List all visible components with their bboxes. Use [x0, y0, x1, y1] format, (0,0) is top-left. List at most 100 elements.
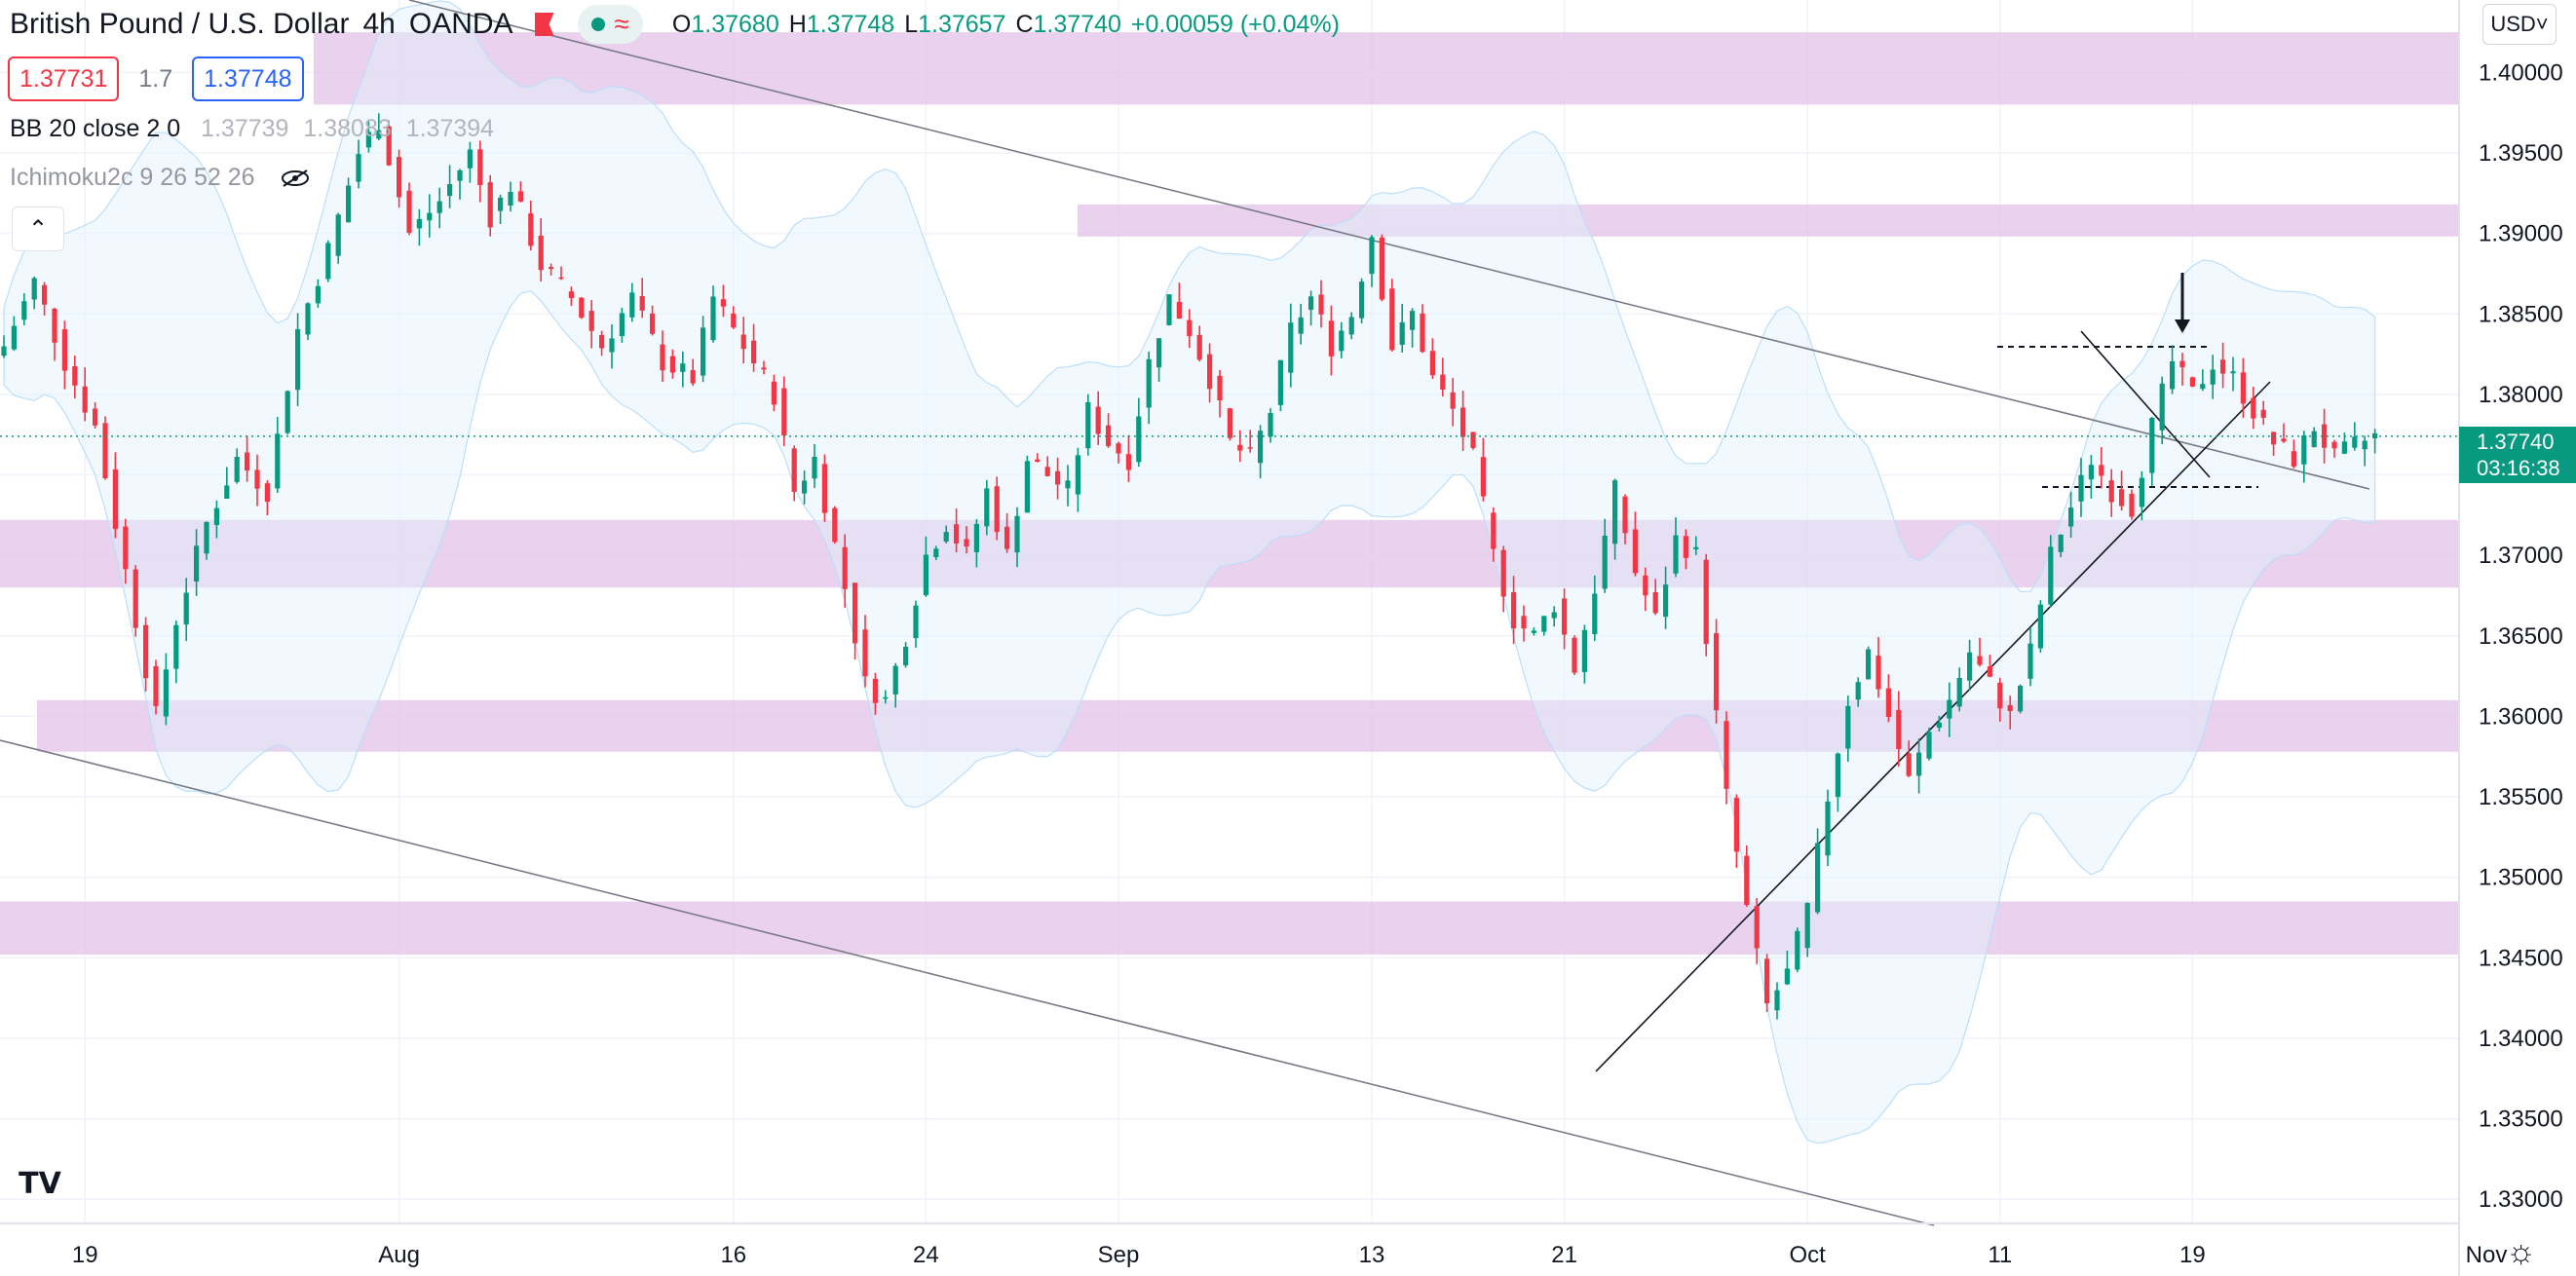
- candle: [943, 525, 949, 544]
- tradingview-logo-icon[interactable]: TV: [19, 1166, 61, 1201]
- currency-dropdown[interactable]: USD ˅: [2482, 4, 2557, 45]
- candle: [1288, 303, 1294, 388]
- candle: [335, 212, 341, 264]
- candle: [852, 582, 858, 660]
- candle: [427, 194, 433, 238]
- market-status-pill[interactable]: ≈: [577, 5, 643, 44]
- x-tick-label: Nov: [2466, 1242, 2508, 1268]
- price-axis[interactable]: 1.33000 1.33500 1.34000 1.34500 1.35000 1.355…: [2458, 0, 2576, 1276]
- candle: [1035, 453, 1041, 463]
- candle: [1845, 695, 1851, 762]
- candle: [1014, 507, 1020, 568]
- candle: [1714, 619, 1720, 724]
- candle: [1065, 465, 1071, 507]
- time-axis[interactable]: 19 Aug 16 24 Sep 13 21 Oct 11 19 Nov: [0, 1222, 2508, 1268]
- candle: [102, 416, 108, 480]
- candle: [1004, 512, 1010, 553]
- candle: [1308, 290, 1314, 326]
- candle: [376, 113, 382, 140]
- candle: [1875, 637, 1881, 698]
- candle: [2260, 400, 2266, 426]
- interval-label[interactable]: 4h: [362, 8, 396, 40]
- candle: [1744, 845, 1750, 907]
- buy-button[interactable]: 1.37748: [192, 56, 304, 101]
- candle: [42, 281, 48, 316]
- candle: [2099, 446, 2104, 489]
- candle: [1906, 740, 1912, 777]
- candle: [204, 521, 209, 560]
- candle: [1673, 517, 1679, 578]
- candle: [356, 139, 361, 189]
- candle: [2037, 600, 2043, 654]
- candle: [1733, 794, 1739, 869]
- candle: [2170, 345, 2176, 394]
- candle: [720, 284, 726, 318]
- candle: [1835, 752, 1840, 812]
- y-tick-label: 1.36500: [2479, 623, 2563, 650]
- candle: [1379, 234, 1384, 302]
- candle: [1724, 711, 1729, 805]
- candle: [1227, 407, 1232, 441]
- eye-crossed-icon[interactable]: [280, 169, 311, 188]
- candle: [1136, 397, 1142, 468]
- falling-wedge-line: [2080, 330, 2211, 478]
- candle: [1348, 312, 1354, 340]
- candle: [386, 120, 392, 167]
- candle: [1450, 377, 1456, 427]
- indicator-bb-legend[interactable]: BB 20 close 2 0 1.37739 1.38083 1.37394: [10, 115, 494, 143]
- bb-envelope: [3, 0, 2376, 1145]
- collapse-legend-button[interactable]: ⌃: [12, 206, 64, 251]
- candle: [2352, 422, 2358, 451]
- x-tick-label: 13: [1359, 1242, 1385, 1268]
- down-arrow-icon: [2175, 273, 2190, 333]
- gear-icon[interactable]: ☼: [2506, 1233, 2537, 1270]
- candle: [2220, 342, 2226, 389]
- candle: [1885, 674, 1891, 723]
- candle: [862, 615, 868, 688]
- candle: [1754, 898, 1760, 964]
- candle: [791, 445, 797, 502]
- candle: [143, 617, 149, 692]
- candle: [1156, 338, 1162, 383]
- candle: [153, 659, 159, 715]
- symbol-title[interactable]: British Pound / U.S. Dollar: [10, 8, 350, 40]
- candle: [761, 360, 767, 375]
- candle: [406, 182, 412, 236]
- candle: [588, 300, 594, 349]
- candle: [1399, 303, 1405, 353]
- candle: [1967, 639, 1973, 692]
- candle: [994, 476, 1000, 541]
- x-tick-label: 19: [72, 1242, 98, 1268]
- candle: [1602, 518, 1608, 593]
- candle: [295, 313, 301, 406]
- candle: [1855, 677, 1861, 707]
- candle: [1055, 457, 1061, 500]
- candle: [629, 282, 635, 322]
- candle: [1795, 927, 1800, 972]
- x-tick-label: Oct: [1790, 1242, 1827, 1268]
- candle: [528, 201, 534, 251]
- candle: [264, 480, 270, 516]
- candle: [1947, 682, 1952, 737]
- candle: [1024, 455, 1030, 513]
- last-price-label: 1.37740 03:16:38: [2459, 427, 2576, 483]
- candle: [2018, 684, 2024, 714]
- y-tick-label: 1.39000: [2479, 221, 2563, 247]
- candle: [1470, 432, 1476, 450]
- candle: [123, 518, 129, 584]
- candle: [1247, 430, 1253, 453]
- candle: [1258, 425, 1264, 479]
- candle: [639, 278, 645, 319]
- candle: [52, 307, 57, 361]
- price-zone: [1078, 204, 2459, 237]
- indicator-ichimoku-legend[interactable]: Ichimoku2c 9 26 52 26: [10, 164, 311, 192]
- candle: [1977, 637, 1983, 667]
- y-tick-label: 1.35500: [2479, 784, 2563, 810]
- candle: [1106, 413, 1112, 448]
- sell-button[interactable]: 1.37731: [8, 56, 120, 101]
- candle: [275, 417, 281, 493]
- flag-icon[interactable]: [534, 13, 554, 36]
- y-tick-label: 1.37000: [2479, 543, 2563, 569]
- candle: [1551, 606, 1557, 627]
